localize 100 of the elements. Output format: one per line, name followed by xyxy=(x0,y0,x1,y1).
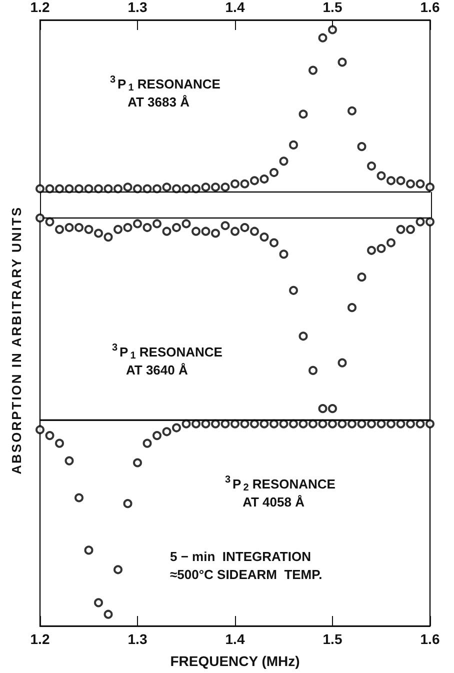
point xyxy=(338,58,347,67)
point xyxy=(152,219,162,228)
point xyxy=(114,224,122,234)
point xyxy=(192,184,200,194)
point xyxy=(260,419,269,428)
point xyxy=(94,184,103,194)
point xyxy=(357,419,366,428)
point xyxy=(357,272,366,282)
point xyxy=(36,184,44,194)
x-tick-label: 1.6 xyxy=(420,0,440,15)
point xyxy=(36,425,44,434)
point xyxy=(406,224,415,234)
point xyxy=(386,176,396,186)
point xyxy=(55,184,64,194)
point xyxy=(328,404,337,414)
point xyxy=(142,438,152,448)
x-tick-label: 1.6 xyxy=(420,631,440,647)
point xyxy=(201,182,210,192)
point xyxy=(201,419,210,428)
point xyxy=(36,214,44,222)
point xyxy=(172,423,181,432)
point xyxy=(396,419,406,428)
point xyxy=(250,226,259,236)
point xyxy=(240,419,250,428)
point xyxy=(123,499,132,508)
point xyxy=(211,228,220,238)
point xyxy=(308,366,318,375)
point xyxy=(406,179,415,188)
point xyxy=(348,106,356,116)
point xyxy=(55,438,64,448)
point xyxy=(172,223,181,232)
point xyxy=(376,419,386,428)
point xyxy=(220,182,230,192)
point xyxy=(114,184,122,194)
point xyxy=(376,244,386,253)
point xyxy=(104,232,113,242)
y-axis-title: ABSORPTION IN ARBITRARY UNITS xyxy=(8,206,24,474)
point xyxy=(298,419,308,428)
point xyxy=(152,184,162,194)
point xyxy=(211,419,220,428)
point xyxy=(298,110,308,119)
point xyxy=(328,25,337,34)
x-tick-label: 1.4 xyxy=(225,0,245,15)
point xyxy=(416,217,425,226)
point xyxy=(396,176,406,186)
point xyxy=(84,184,94,194)
point xyxy=(74,493,84,502)
point xyxy=(416,179,425,188)
point xyxy=(270,238,278,248)
x-tick-label: 1.5 xyxy=(322,0,342,15)
point xyxy=(308,419,318,428)
point xyxy=(298,332,308,341)
point xyxy=(289,286,298,295)
point xyxy=(240,223,250,232)
point xyxy=(338,419,347,428)
point xyxy=(84,546,94,555)
point xyxy=(64,184,74,194)
x-tick-label: 1.2 xyxy=(30,0,50,15)
point xyxy=(142,184,152,194)
point xyxy=(279,250,288,259)
point xyxy=(406,419,415,428)
point xyxy=(123,182,132,192)
x-tick-label: 1.3 xyxy=(128,0,148,15)
x-axis-title: FREQUENCY (MHz) xyxy=(170,653,300,669)
point xyxy=(133,458,142,468)
point xyxy=(396,224,406,234)
point xyxy=(74,184,84,194)
point xyxy=(182,184,191,194)
point xyxy=(279,419,288,428)
x-tick-label: 1.5 xyxy=(322,631,342,647)
point xyxy=(142,223,152,232)
point xyxy=(64,223,74,232)
point xyxy=(94,598,103,608)
point xyxy=(289,140,298,150)
point xyxy=(367,419,376,428)
point xyxy=(318,33,328,42)
point xyxy=(104,610,113,619)
point xyxy=(250,176,259,186)
point xyxy=(220,221,230,230)
x-tick-label: 1.4 xyxy=(225,631,245,647)
point xyxy=(318,404,328,414)
point xyxy=(230,419,240,428)
point xyxy=(45,184,54,194)
point xyxy=(211,182,220,192)
point xyxy=(84,224,94,234)
point xyxy=(192,226,200,236)
point xyxy=(270,168,278,178)
point xyxy=(250,419,259,428)
point xyxy=(64,456,74,466)
point xyxy=(426,182,434,192)
point xyxy=(367,162,376,171)
point xyxy=(162,182,172,192)
point xyxy=(426,419,434,428)
point xyxy=(104,184,113,194)
point xyxy=(123,223,132,232)
point xyxy=(279,156,288,166)
point xyxy=(270,419,278,428)
point xyxy=(318,419,328,428)
point xyxy=(240,179,250,188)
point xyxy=(172,184,181,194)
